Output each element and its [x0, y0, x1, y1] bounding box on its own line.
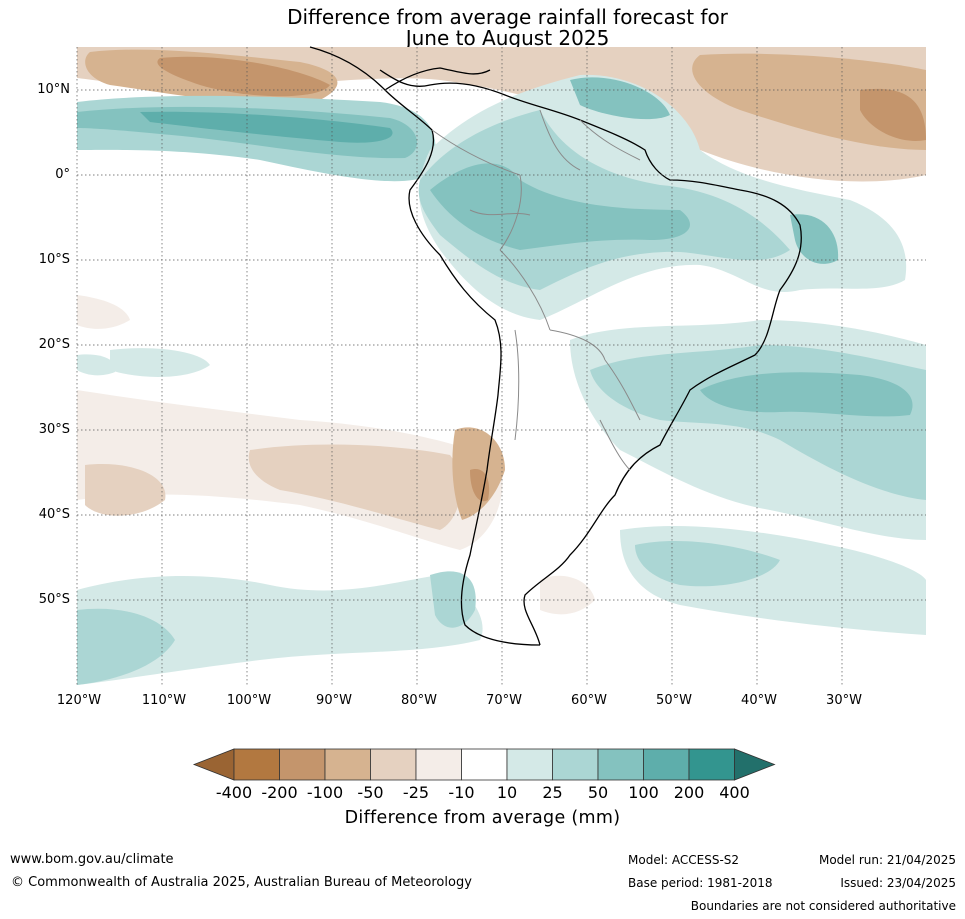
colorbar-swatch [552, 748, 599, 781]
wet-ne-brazil [790, 214, 839, 264]
wet-south-pacific-core [77, 608, 175, 685]
caribbean-coast [384, 67, 491, 91]
anomaly-fields [77, 47, 926, 685]
colorbar-title: Difference from average (mm) [344, 808, 621, 828]
pacific-coast [309, 46, 541, 646]
colorbar-swatch [415, 748, 462, 781]
colorbar-swatch [506, 748, 553, 781]
lon-label-40w: 40°W [741, 693, 777, 708]
colorbar-label: 400 [719, 783, 750, 802]
colorbar-label: -100 [306, 783, 344, 802]
lon-label-80w: 80°W [401, 693, 437, 708]
gridlines [76, 47, 926, 685]
website-link[interactable]: www.bom.gov.au/climate [10, 852, 174, 867]
wet-south-brazil-core [700, 372, 913, 417]
copyright-text: © Commonwealth of Australia 2025, Austra… [11, 875, 472, 890]
wet-pacific-mid-2 [77, 354, 116, 376]
dry-argentina-south [540, 575, 595, 615]
wet-south-pacific [77, 575, 483, 685]
colorbar-swatch [461, 748, 508, 781]
lat-label-40s: 40°S [38, 507, 70, 522]
lat-label-0: 0° [55, 167, 70, 182]
lon-label-120w: 120°W [56, 693, 102, 708]
lat-label-10n: 10°N [37, 82, 70, 97]
lon-label-110w: 110°W [141, 693, 187, 708]
dry-core-north-west-2 [157, 56, 330, 97]
colorbar-label: -400 [215, 783, 253, 802]
colorbar-label: 10 [496, 783, 518, 802]
issued-text: Issued: 23/04/2025 [840, 876, 956, 890]
colorbar-extend-low [192, 748, 235, 781]
wet-patagonia [430, 571, 476, 628]
colorbar-swatch [597, 748, 644, 781]
country-borders [431, 109, 641, 471]
dry-chile [248, 444, 461, 530]
lon-label-50w: 50°W [656, 693, 692, 708]
wet-amazon-core-3 [570, 77, 670, 120]
colorbar-swatch [324, 748, 371, 781]
title-line-1: Difference from average rainfall forecas… [287, 5, 728, 29]
colorbar-swatch [279, 748, 326, 781]
wet-band-itcz-core-2 [140, 111, 393, 143]
dry-south-pacific-2 [85, 464, 166, 516]
colorbar-extend-high [734, 748, 776, 781]
lon-label-30w: 30°W [826, 693, 862, 708]
model-run-text: Model run: 21/04/2025 [818, 853, 956, 867]
colorbar-label: -10 [448, 783, 475, 802]
lat-label-30s: 30°S [38, 422, 70, 437]
coastlines [309, 46, 802, 646]
base-period-text: Base period: 1981-2018 [628, 876, 773, 890]
lon-label-90w: 90°W [316, 693, 352, 708]
colorbar-swatch [370, 748, 417, 781]
lon-label-60w: 60°W [571, 693, 607, 708]
wet-amazon-core-2 [430, 163, 690, 250]
disclaimer-text: Boundaries are not considered authoritat… [690, 899, 956, 913]
colorbar-swatch [643, 748, 690, 781]
wet-south-atlantic-2 [635, 540, 780, 587]
colorbar-label: -25 [402, 783, 430, 802]
lon-label-100w: 100°W [226, 693, 272, 708]
lat-label-10s: 10°S [38, 252, 70, 267]
dry-core-north-east [692, 53, 926, 150]
dry-core-north-east-2 [860, 88, 926, 141]
model-text: Model: ACCESS-S2 [628, 853, 740, 867]
colorbar-label: 200 [673, 783, 705, 802]
atlantic-coast [379, 69, 802, 646]
colorbar-swatch [688, 748, 735, 781]
colorbar-swatch [233, 748, 280, 781]
colorbar-label: 100 [628, 783, 659, 802]
colorbar-label: 50 [587, 783, 609, 802]
colorbar-label: -50 [357, 783, 384, 802]
colorbar [192, 748, 776, 781]
dry-pacific-west [77, 295, 130, 329]
colorbar-label: 25 [542, 783, 563, 802]
title-line-2: June to August 2025 [405, 26, 610, 50]
lat-label-20s: 20°S [38, 337, 70, 352]
lon-label-70w: 70°W [486, 693, 522, 708]
wet-pacific-mid [110, 348, 210, 377]
dry-chile-core-2 [470, 469, 490, 502]
colorbar-label: -200 [261, 783, 298, 802]
lat-label-50s: 50°S [38, 592, 70, 607]
